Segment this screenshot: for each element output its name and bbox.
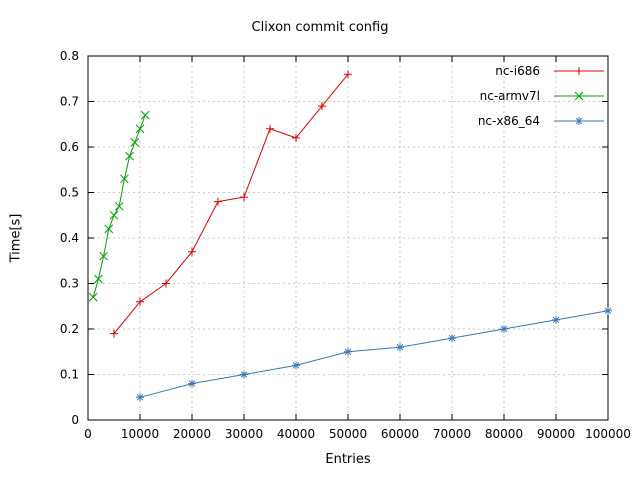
legend-label: nc-i686: [495, 63, 540, 78]
y-tick-label: 0.5: [60, 186, 79, 200]
y-tick-label: 0.7: [60, 95, 79, 109]
x-tick-label: 100000: [585, 427, 631, 441]
legend: nc-i686 nc-armv7l nc-x86_64: [478, 58, 606, 133]
x-tick-label: 60000: [381, 427, 419, 441]
x-tick-label: 90000: [537, 427, 575, 441]
legend-sample-marker: [575, 116, 583, 125]
legend-sample-marker: [575, 66, 583, 75]
x-axis-label: Entries: [325, 452, 371, 467]
series-markers-nc-x86_64: [136, 306, 612, 402]
legend-sample: [554, 91, 604, 100]
legend-item: nc-x86_64: [478, 108, 606, 133]
legend-label: nc-x86_64: [477, 113, 540, 128]
series-line-nc-x86_64: [139, 310, 609, 398]
legend-label: nc-armv7l: [479, 88, 540, 103]
y-tick-label: 0.8: [60, 49, 79, 63]
x-tick-label: 80000: [485, 427, 523, 441]
x-tick-label: 0: [84, 427, 92, 441]
y-tick-label: 0.6: [60, 140, 79, 154]
x-tick-label: 40000: [277, 427, 315, 441]
y-tick-label: 0.2: [60, 322, 79, 336]
x-tick-label: 70000: [433, 427, 471, 441]
legend-sample-marker: [574, 91, 584, 100]
y-tick-label: 0: [71, 413, 79, 427]
x-tick-label: 50000: [329, 427, 367, 441]
series-markers-nc-i686: [110, 70, 352, 338]
y-tick-label: 0.1: [60, 368, 79, 382]
legend-sample: [554, 116, 604, 125]
series-line-nc-i686: [113, 73, 349, 334]
legend-sample: [554, 66, 604, 75]
x-tick-label: 10000: [121, 427, 159, 441]
series-markers-nc-armv7l: [88, 110, 150, 302]
y-tick-label: 0.4: [60, 231, 79, 245]
legend-item: nc-armv7l: [478, 83, 606, 108]
x-tick-label: 30000: [225, 427, 263, 441]
legend-item: nc-i686: [478, 58, 606, 83]
y-tick-label: 0.3: [60, 277, 79, 291]
chart-title: Clixon commit config: [251, 20, 389, 35]
y-axis-label: Time[s]: [8, 213, 24, 263]
x-tick-label: 20000: [173, 427, 211, 441]
